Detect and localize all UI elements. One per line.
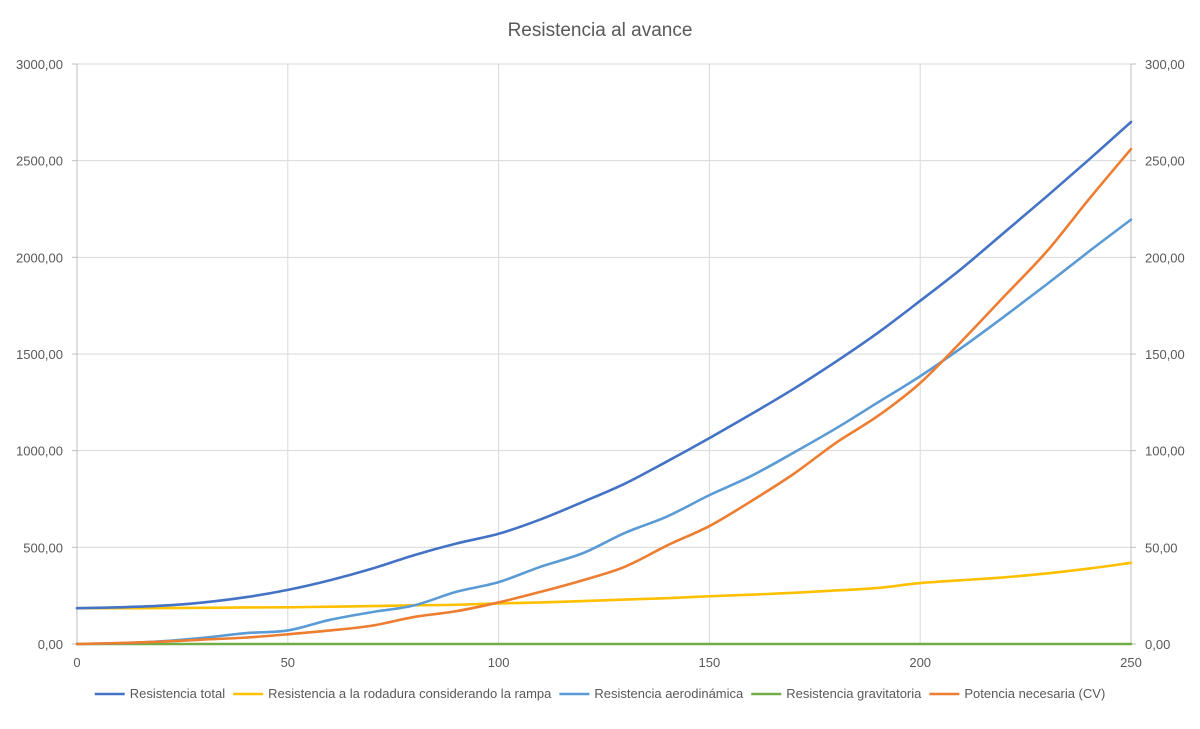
- y2-tick-label: 100,00: [1145, 444, 1185, 459]
- series-line-3: [75, 218, 1133, 646]
- y2-tick-label: 0,00: [1145, 637, 1170, 652]
- series-line-1: [75, 120, 1133, 610]
- x-tick-label: 0: [73, 655, 80, 670]
- legend-label-4: Resistencia gravitatoria: [786, 686, 922, 701]
- y2-tick-label: 150,00: [1145, 347, 1185, 362]
- y-tick-label: 3000,00: [16, 57, 63, 72]
- y-tick-label: 2000,00: [16, 250, 63, 265]
- x-tick-label: 250: [1120, 655, 1142, 670]
- y-tick-label: 1000,00: [16, 444, 63, 459]
- chart-title: Resistencia al avance: [508, 20, 693, 41]
- y2-tick-label: 200,00: [1145, 250, 1185, 265]
- x-tick-label: 100: [488, 655, 510, 670]
- x-tick-label: 150: [699, 655, 721, 670]
- x-tick-label: 50: [281, 655, 295, 670]
- y-tick-label: 500,00: [23, 540, 63, 555]
- y2-tick-label: 300,00: [1145, 57, 1185, 72]
- x-tick-label: 200: [909, 655, 931, 670]
- y2-tick-label: 250,00: [1145, 154, 1185, 169]
- series-line-2: [75, 561, 1133, 610]
- axes: 0,00 0,00 500,00 50,00 1000,00 100,00 1500,00 1…: [16, 57, 1185, 670]
- legend: Resistencia total Resistencia a la rodadu…: [94, 686, 1105, 701]
- legend-label-3: Resistencia aerodinámica: [594, 686, 744, 701]
- grid: [77, 63, 1131, 644]
- legend-label-2: Resistencia a la rodadura considerando l…: [268, 686, 552, 701]
- series-lines: [75, 120, 1133, 646]
- legend-label-1: Resistencia total: [130, 686, 225, 701]
- y-tick-label: 0,00: [38, 637, 63, 652]
- y-tick-label: 1500,00: [16, 347, 63, 362]
- legend-label-5: Potencia necesaria (CV): [964, 686, 1105, 701]
- series-line-5: [75, 147, 1133, 646]
- y-tick-label: 2500,00: [16, 154, 63, 169]
- y2-tick-label: 50,00: [1145, 540, 1178, 555]
